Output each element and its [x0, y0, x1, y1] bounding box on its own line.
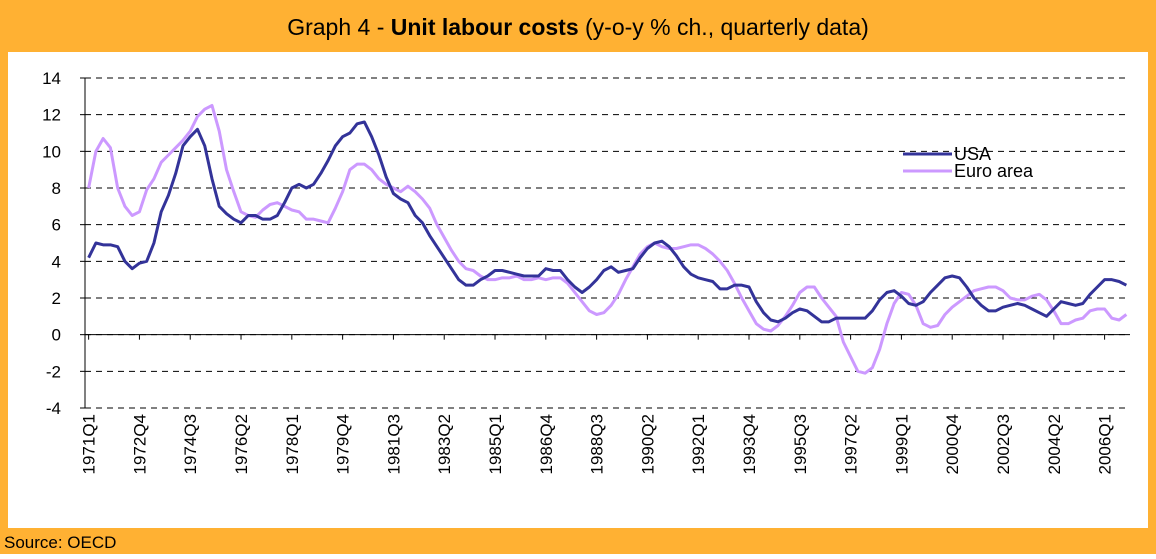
- axes: -4 -2 0 2 4 6 8 10 12 14 1971Q1 1972Q4 1974Q3 1976Q2 1…: [42, 69, 1130, 475]
- title-rest: (y-o-y % ch., quarterly data): [579, 14, 869, 40]
- x-tick-label: 2004Q2: [1045, 414, 1064, 475]
- y-tick-label: -2: [46, 362, 61, 381]
- x-tick-label: 1995Q3: [791, 414, 810, 475]
- legend-label: USA: [954, 144, 991, 164]
- chart-title: Graph 4 - Unit labour costs (y-o-y % ch.…: [287, 14, 869, 40]
- x-tick-label: 1981Q3: [384, 414, 403, 475]
- grid: [85, 77, 1130, 409]
- x-tick-label: 1986Q4: [537, 414, 556, 475]
- y-tick-label: 6: [52, 216, 61, 235]
- legend-label: Euro area: [954, 161, 1034, 181]
- title-lead: Graph 4 -: [287, 14, 391, 40]
- y-tick-label: -4: [46, 399, 61, 418]
- x-tick-label: 1988Q3: [588, 414, 607, 475]
- x-tick-label: 1999Q1: [892, 414, 911, 475]
- y-tick-label: 8: [52, 179, 61, 198]
- x-tick-label: 1978Q1: [283, 414, 302, 475]
- y-tick-label: 4: [52, 252, 61, 271]
- x-tick-label: 1972Q4: [130, 414, 149, 475]
- source-note: Source: OECD: [4, 533, 116, 552]
- title-bold: Unit labour costs: [391, 14, 579, 40]
- y-tick-label: 2: [52, 289, 61, 308]
- x-tick-label: 2006Q1: [1096, 414, 1115, 475]
- y-tick-label: 0: [52, 326, 61, 345]
- x-tick-label: 1990Q2: [638, 414, 657, 475]
- x-tick-label: 1979Q4: [334, 414, 353, 475]
- x-tick-label: 1992Q1: [689, 414, 708, 475]
- y-tick-label: 14: [42, 69, 61, 88]
- y-tick-label: 12: [42, 106, 61, 125]
- x-tick-label: 2002Q3: [994, 414, 1013, 475]
- x-tick-label: 1974Q3: [181, 414, 200, 475]
- series-line: [87, 104, 1128, 375]
- x-tick-label: 1976Q2: [232, 414, 251, 475]
- x-tick-label: 1971Q1: [80, 414, 99, 475]
- x-tick-label: 1985Q1: [486, 414, 505, 475]
- x-tick-label: 1993Q4: [740, 414, 759, 475]
- x-tick-label: 2000Q4: [943, 414, 962, 475]
- lines: [87, 104, 1128, 375]
- x-tick-label: 1997Q2: [842, 414, 861, 475]
- series-line: [87, 120, 1128, 324]
- y-tick-label: 10: [42, 142, 61, 161]
- x-tick-label: 1983Q2: [435, 414, 454, 475]
